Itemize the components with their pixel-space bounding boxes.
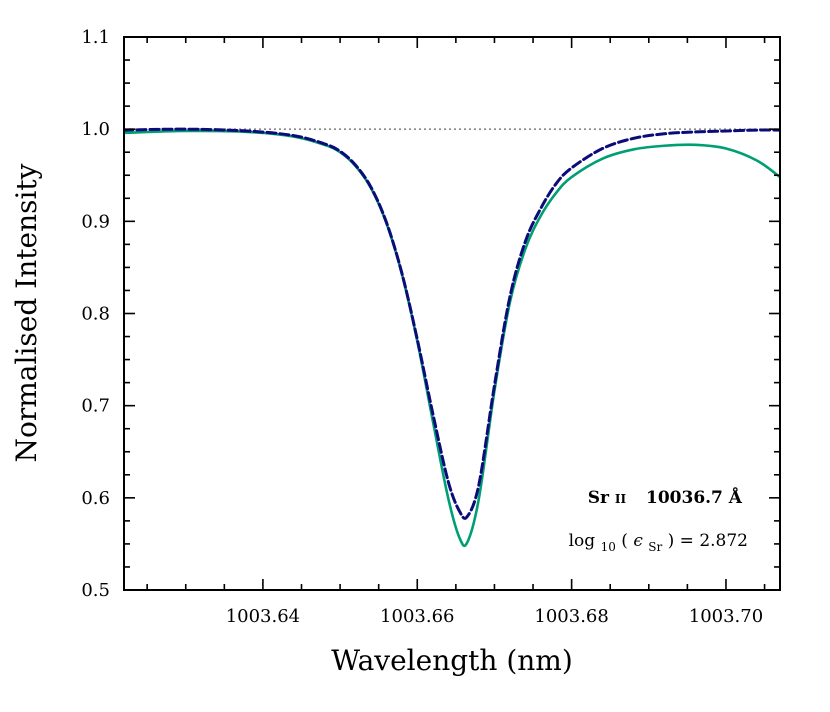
y-tick-label: 1.1 bbox=[81, 27, 110, 48]
y-tick-label: 0.8 bbox=[81, 304, 110, 325]
svg-text:log 10 (: log 10 ( ϵ Sr ) = 2.872 bbox=[569, 531, 748, 556]
y-tick-label: 0.6 bbox=[81, 488, 110, 509]
y-tick-label: 0.9 bbox=[81, 211, 110, 232]
y-tick-label: 0.7 bbox=[81, 396, 110, 417]
line-wavelength: 10036.7 Å bbox=[646, 486, 743, 508]
observed-spectrum-line bbox=[124, 129, 780, 548]
x-tick-label: 1003.68 bbox=[534, 606, 608, 627]
abundance-annotation: log 10 ( ϵ Sr ) = 2.872 bbox=[569, 531, 748, 556]
abundance-log-subscript: 10 bbox=[601, 540, 616, 554]
synthetic-spectrum-line bbox=[124, 127, 780, 520]
y-axis-title: Normalised Intensity bbox=[10, 163, 43, 462]
line-species: Sr bbox=[588, 488, 610, 508]
svg-text:Sr II 10036.7: Sr II 10036.7 Å bbox=[588, 486, 743, 508]
line-label-annotation: Sr II 10036.7 Å bbox=[588, 486, 743, 508]
y-tick-label: 0.5 bbox=[81, 580, 110, 601]
x-tick-label: 1003.66 bbox=[380, 606, 454, 627]
abundance-epsilon-subscript: Sr bbox=[648, 540, 662, 554]
abundance-log: log bbox=[569, 531, 596, 551]
y-tick-label: 1.0 bbox=[81, 119, 110, 140]
abundance-epsilon: ϵ bbox=[633, 531, 643, 551]
x-axis-title: Wavelength (nm) bbox=[331, 644, 573, 677]
x-tick-label: 1003.64 bbox=[226, 606, 300, 627]
abundance-value: 2.872 bbox=[699, 531, 748, 551]
x-tick-label: 1003.70 bbox=[689, 606, 763, 627]
line-ion: II bbox=[615, 492, 627, 506]
